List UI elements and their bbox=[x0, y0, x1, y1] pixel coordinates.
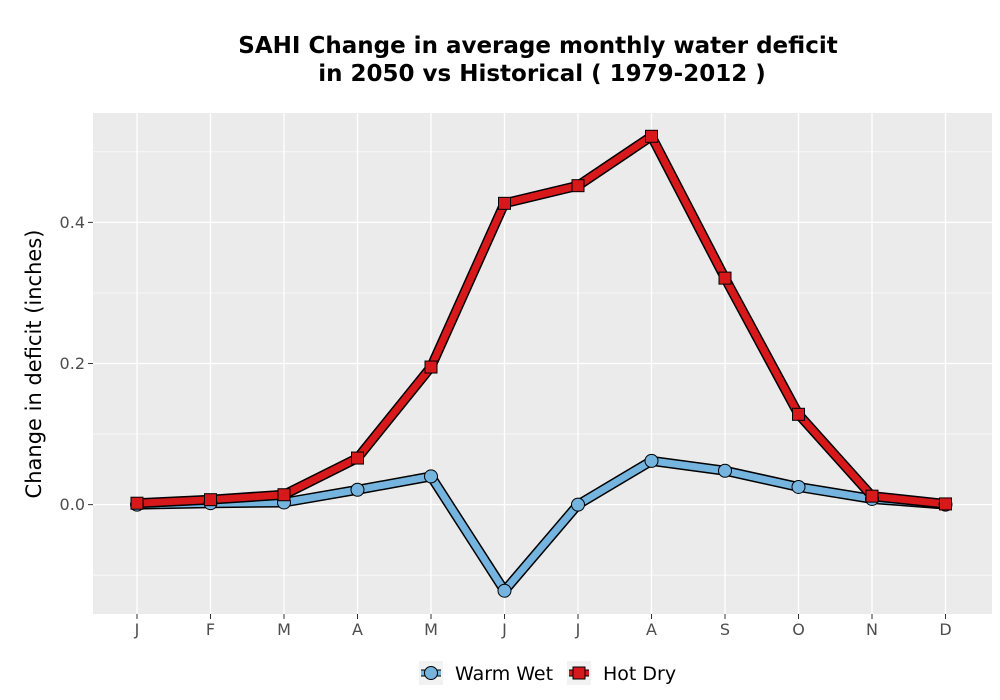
data-point-hot-dry bbox=[792, 407, 805, 421]
data-point-hot-dry bbox=[718, 271, 732, 285]
x-tick-label: S bbox=[720, 620, 730, 639]
y-axis-title: Change in deficit (inches) bbox=[22, 230, 46, 499]
series-lines bbox=[132, 131, 951, 596]
data-point-hot-dry bbox=[939, 497, 952, 511]
data-point-warm-wet bbox=[424, 469, 438, 484]
data-point-hot-dry bbox=[424, 360, 438, 374]
x-tick-label: M bbox=[424, 620, 438, 639]
data-point-warm-wet bbox=[497, 583, 512, 598]
legend: Warm Wet Hot Dry bbox=[419, 661, 676, 685]
legend-marker-hot-dry bbox=[572, 666, 586, 680]
data-point-warm-wet bbox=[718, 463, 732, 478]
grid-lines bbox=[93, 113, 992, 614]
x-tick-label: D bbox=[939, 620, 951, 639]
x-tick-label: J bbox=[575, 620, 581, 639]
data-point-hot-dry bbox=[645, 129, 658, 143]
x-tick-label: M bbox=[277, 620, 291, 639]
chart-title-line2: in 2050 vs Historical ( 1979-2012 ) bbox=[318, 61, 765, 87]
series-line-warm-wet bbox=[133, 457, 949, 595]
legend-label-hot-dry: Hot Dry bbox=[603, 663, 676, 685]
data-point-warm-wet bbox=[350, 482, 365, 497]
x-tick-label: J bbox=[501, 620, 507, 639]
x-tick-label: N bbox=[866, 620, 878, 639]
data-point-warm-wet bbox=[644, 453, 659, 468]
y-axis-ticks: 0.0 0.2 0.4 bbox=[60, 213, 93, 514]
chart-title-line1: SAHI Change in average monthly water def… bbox=[238, 33, 837, 59]
y-tick-label: 0.0 bbox=[60, 495, 85, 514]
legend-marker-warm-wet bbox=[424, 666, 438, 680]
series-markers bbox=[130, 129, 953, 598]
data-point-hot-dry bbox=[204, 493, 217, 507]
data-point-hot-dry bbox=[351, 451, 364, 465]
data-point-hot-dry bbox=[571, 179, 585, 193]
data-point-hot-dry bbox=[498, 196, 511, 210]
y-tick-label: 0.2 bbox=[60, 354, 85, 373]
data-point-hot-dry bbox=[130, 496, 144, 510]
x-tick-label: A bbox=[646, 620, 657, 639]
x-tick-label: O bbox=[792, 620, 805, 639]
series-line-hot-dry bbox=[133, 132, 949, 508]
y-tick-label: 0.4 bbox=[60, 213, 85, 232]
legend-label-warm-wet: Warm Wet bbox=[455, 663, 553, 685]
x-tick-label: A bbox=[352, 620, 363, 639]
x-tick-label: F bbox=[206, 620, 215, 639]
data-point-hot-dry bbox=[277, 488, 291, 502]
data-point-hot-dry bbox=[865, 489, 879, 503]
x-tick-label: J bbox=[134, 620, 140, 639]
data-point-warm-wet bbox=[571, 497, 585, 512]
data-point-warm-wet bbox=[791, 479, 806, 494]
